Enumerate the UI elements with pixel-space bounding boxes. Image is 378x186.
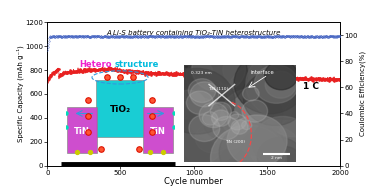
Circle shape	[195, 123, 230, 153]
Circle shape	[188, 79, 216, 102]
Circle shape	[251, 102, 313, 155]
Circle shape	[243, 71, 307, 126]
Circle shape	[263, 57, 327, 113]
Circle shape	[169, 105, 213, 143]
Circle shape	[267, 76, 318, 120]
Circle shape	[217, 61, 244, 84]
Circle shape	[242, 121, 252, 130]
Text: TiN: TiN	[74, 127, 90, 136]
Circle shape	[242, 100, 268, 122]
Circle shape	[274, 147, 299, 168]
Circle shape	[253, 74, 313, 126]
Text: TiO (110): TiO (110)	[208, 87, 228, 91]
Circle shape	[209, 117, 258, 160]
Bar	[96, 80, 144, 137]
Circle shape	[204, 108, 240, 139]
Circle shape	[248, 124, 283, 155]
Circle shape	[246, 49, 327, 119]
Circle shape	[190, 62, 213, 81]
Circle shape	[227, 88, 282, 136]
Text: 0.323 nm: 0.323 nm	[191, 71, 212, 75]
Circle shape	[250, 127, 300, 170]
Bar	[143, 107, 173, 153]
Text: interface: interface	[251, 70, 274, 75]
X-axis label: Cycle number: Cycle number	[164, 177, 223, 186]
Circle shape	[175, 115, 200, 136]
Circle shape	[232, 87, 319, 163]
Circle shape	[217, 43, 291, 107]
Circle shape	[144, 95, 229, 169]
Text: Hetero: Hetero	[79, 60, 112, 70]
Circle shape	[265, 71, 296, 98]
Circle shape	[260, 48, 320, 101]
Circle shape	[253, 116, 313, 169]
Circle shape	[207, 68, 229, 87]
Text: 1 C: 1 C	[303, 82, 319, 91]
Circle shape	[162, 89, 215, 135]
Circle shape	[199, 102, 228, 128]
Circle shape	[254, 65, 299, 103]
Circle shape	[212, 110, 231, 126]
Y-axis label: Coulombic Efficiency(%): Coulombic Efficiency(%)	[359, 51, 366, 137]
Circle shape	[221, 89, 283, 142]
Circle shape	[252, 98, 294, 135]
Circle shape	[187, 80, 261, 143]
Text: TiN: TiN	[150, 127, 166, 136]
Text: 2 nm: 2 nm	[271, 156, 282, 160]
Circle shape	[177, 119, 240, 174]
Circle shape	[180, 98, 265, 173]
Circle shape	[218, 57, 264, 98]
Circle shape	[210, 102, 231, 120]
Circle shape	[192, 46, 245, 92]
Circle shape	[242, 84, 293, 128]
Circle shape	[265, 61, 298, 90]
Circle shape	[162, 91, 247, 166]
Circle shape	[259, 112, 326, 170]
Text: structure: structure	[115, 60, 159, 70]
Circle shape	[186, 91, 214, 114]
Circle shape	[176, 46, 235, 98]
Circle shape	[243, 86, 259, 101]
Circle shape	[219, 124, 286, 181]
Circle shape	[159, 68, 235, 134]
Circle shape	[227, 115, 287, 167]
Text: TiO₂: TiO₂	[110, 105, 130, 114]
Circle shape	[149, 68, 224, 134]
Circle shape	[266, 84, 297, 111]
Circle shape	[189, 115, 220, 142]
Circle shape	[172, 90, 206, 119]
Circle shape	[186, 52, 243, 101]
Circle shape	[187, 128, 265, 186]
Text: TiN (200): TiN (200)	[225, 140, 245, 145]
Circle shape	[234, 52, 305, 114]
Y-axis label: Specific Capacity (mAh g⁻¹): Specific Capacity (mAh g⁻¹)	[16, 46, 24, 142]
Circle shape	[257, 137, 302, 176]
Circle shape	[242, 78, 270, 102]
Circle shape	[185, 94, 241, 143]
Circle shape	[242, 133, 268, 155]
Circle shape	[202, 112, 218, 125]
Circle shape	[230, 112, 239, 119]
Circle shape	[231, 120, 248, 134]
Circle shape	[223, 53, 262, 87]
Circle shape	[228, 114, 246, 130]
Circle shape	[228, 65, 292, 120]
Circle shape	[211, 125, 287, 186]
Circle shape	[265, 87, 322, 137]
Circle shape	[152, 113, 220, 173]
Circle shape	[190, 82, 219, 107]
Circle shape	[213, 116, 240, 140]
Circle shape	[218, 71, 286, 129]
Circle shape	[215, 90, 259, 128]
Circle shape	[218, 128, 243, 149]
Circle shape	[169, 39, 248, 107]
Text: A Li-S battery containing TiO₂-TiN heterostructure: A Li-S battery containing TiO₂-TiN heter…	[107, 29, 281, 36]
Bar	[67, 107, 98, 153]
